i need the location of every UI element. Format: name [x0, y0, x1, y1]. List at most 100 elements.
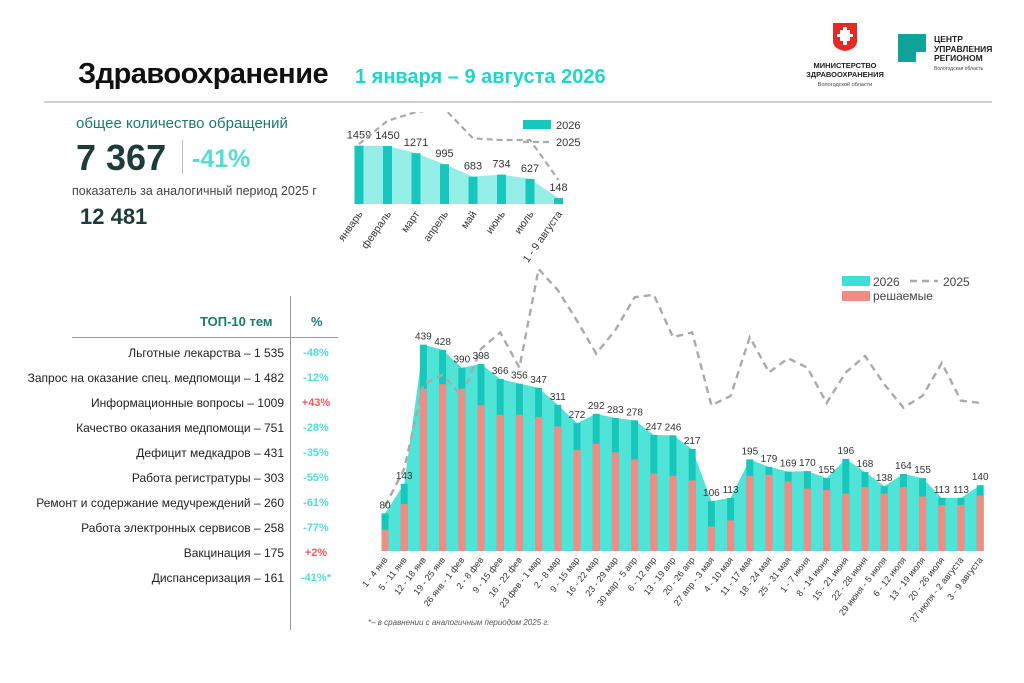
topic-pct: -28%	[303, 422, 329, 434]
topic-pct: -48%	[303, 347, 329, 359]
topic-label: Ремонт и содержание медучреждений – 260	[36, 496, 284, 510]
data-label: 148	[549, 182, 567, 194]
bar-2026	[354, 145, 364, 204]
bar-2026	[707, 501, 715, 551]
bar-resolved	[669, 475, 677, 551]
topic-pct: -61%	[303, 497, 329, 509]
data-label: 439	[415, 332, 432, 343]
data-label: 113	[953, 485, 969, 496]
data-label: 627	[521, 163, 539, 175]
bar-resolved	[439, 384, 447, 551]
bar-resolved	[515, 414, 523, 551]
bar-resolved	[861, 487, 869, 551]
bar-resolved	[746, 475, 754, 551]
data-label: 347	[530, 375, 547, 386]
topic-pct: +43%	[301, 397, 331, 409]
prev-period-label: показатель за аналогичный период 2025 г	[72, 184, 317, 198]
data-label: 278	[626, 407, 643, 418]
monthly-chart: 1459 1450 1271 995 683 734 627 148 январьфевраль…	[336, 112, 580, 265]
bar-2026	[411, 153, 421, 204]
center-name-line1: ЦЕНТР	[934, 34, 963, 44]
data-label: 138	[876, 473, 893, 484]
data-label: 311	[550, 392, 566, 403]
center-square-icon	[898, 34, 926, 62]
total-divider	[182, 140, 183, 174]
legend-2026-label: 2026	[556, 120, 580, 132]
data-label: 196	[837, 446, 854, 457]
bar-resolved	[899, 487, 907, 551]
data-label: 428	[434, 337, 451, 348]
footnote: *– в сравнении с аналогичным периодом 20…	[368, 618, 550, 627]
page-title: Здравоохранение	[78, 58, 329, 90]
data-label: 113	[723, 485, 739, 496]
bar-2026	[440, 164, 449, 204]
x-tick-label: май	[459, 209, 480, 231]
data-label: 246	[665, 422, 682, 433]
data-label: 1271	[404, 137, 428, 149]
data-label: 1450	[375, 130, 399, 142]
bar-resolved	[400, 504, 408, 551]
topic-label: Льготные лекарства – 1 535	[128, 346, 284, 360]
data-label: 995	[435, 148, 453, 160]
bar-2026	[554, 198, 563, 204]
topic-label: Диспансеризация – 161	[151, 571, 284, 585]
legend-2026-swatch	[523, 120, 551, 129]
report-period: 1 января – 9 августа 2026	[355, 66, 606, 88]
center-logo: ЦЕНТР УПРАВЛЕНИЯ РЕГИОНОМ Вологодская об…	[898, 34, 1008, 74]
bar-resolved	[727, 520, 735, 551]
series-2025-line	[358, 112, 560, 181]
bar-resolved	[496, 414, 504, 551]
bar-resolved	[611, 452, 619, 551]
data-label: 272	[569, 410, 586, 421]
topic-label: Дефицит медкадров – 431	[136, 446, 284, 460]
topic-pct: -12%	[303, 372, 329, 384]
series-2026-area	[359, 145, 559, 204]
bar-resolved	[765, 474, 773, 551]
legend-2026-label: 2026	[873, 275, 900, 289]
data-label: 366	[492, 366, 509, 377]
topic-label: Качество оказания медпомощи – 751	[76, 421, 284, 435]
data-label: 80	[379, 500, 391, 511]
total-label: общее количество обращений	[76, 115, 288, 132]
center-name-line2: УПРАВЛЕНИЯ	[934, 43, 993, 54]
data-label: 143	[396, 471, 413, 482]
ministry-logo: МИНИСТЕРСТВО ЗДРАВООХРАНЕНИЯ Вологодской…	[805, 22, 885, 88]
legend-resolved-swatch	[842, 291, 870, 301]
bar-2026	[383, 146, 392, 204]
bar-2026	[497, 174, 506, 204]
legend-2026-swatch	[842, 276, 870, 286]
topic-label: Запрос на оказание спец. медпомощи – 1 4…	[27, 371, 284, 385]
legend-resolved-label: решаемые	[873, 289, 933, 303]
header-divider	[44, 101, 992, 103]
ministry-emblem-icon	[833, 23, 857, 51]
bar-resolved	[650, 473, 658, 551]
data-label: 106	[703, 488, 720, 499]
total-value: 7 367	[76, 137, 167, 178]
series-2025-line	[383, 266, 981, 507]
center-name-line3: РЕГИОНОМ	[934, 53, 983, 63]
topic-pct: +2%	[304, 547, 328, 559]
bar-resolved	[938, 504, 946, 551]
data-label: 113	[934, 485, 950, 496]
bar-resolved	[823, 489, 831, 551]
data-label: 1459	[347, 130, 371, 142]
x-tick-label: февраль	[359, 208, 394, 251]
data-label: 398	[473, 351, 490, 362]
top10-pct-header: %	[311, 314, 323, 329]
data-label: 168	[857, 459, 874, 470]
topic-pct: -77%	[303, 522, 329, 534]
bar-2026	[468, 176, 478, 204]
bar-resolved	[976, 495, 984, 551]
data-label: 390	[453, 355, 470, 366]
bar-resolved	[458, 388, 466, 551]
x-tick-label: июль	[512, 208, 537, 236]
prev-period-value: 12 481	[80, 204, 148, 229]
data-label: 247	[645, 422, 662, 433]
topic-label: Работа электронных сервисов – 258	[81, 521, 284, 535]
total-change: -41%	[192, 145, 251, 173]
ministry-name-line1: МИНИСТЕРСТВО	[813, 61, 877, 70]
bar-resolved	[842, 493, 850, 551]
bar-2026	[525, 178, 535, 204]
data-label: 164	[895, 461, 912, 472]
